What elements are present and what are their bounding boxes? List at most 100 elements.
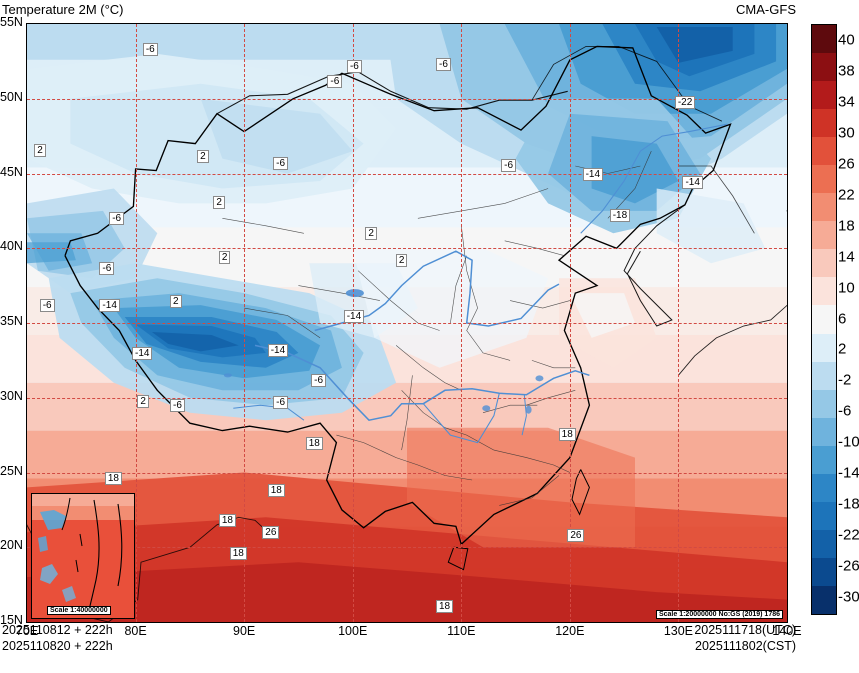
y-tick-label: 45N xyxy=(0,164,23,179)
contour-label: -14 xyxy=(267,343,289,357)
colorbar-segment xyxy=(812,109,836,138)
gridline-lat xyxy=(27,547,787,549)
contour-label: 2 xyxy=(218,251,231,265)
gridline-lon xyxy=(569,24,571,622)
contour-label: 18 xyxy=(436,599,454,613)
contour-label: -6 xyxy=(39,299,55,313)
gridline-lon xyxy=(244,24,246,622)
footer-init-utc: 2025110812 + 222h xyxy=(2,623,113,637)
contour-label: -6 xyxy=(273,396,289,410)
contour-label: 18 xyxy=(218,514,236,528)
colorbar-tick-label: 22 xyxy=(838,186,855,204)
y-tick-label: 55N xyxy=(0,15,23,29)
contour-label: 18 xyxy=(558,427,576,441)
contour-label: 18 xyxy=(229,547,247,561)
colorbar-tick-label: -30 xyxy=(838,588,859,606)
gridline-lat xyxy=(27,173,787,175)
colorbar-segment xyxy=(812,221,836,250)
contour-label: 2 xyxy=(34,143,46,157)
x-tick-label: 120E xyxy=(555,624,585,638)
contour-label: 18 xyxy=(267,484,285,498)
footer-init-cst: 2025110820 + 222h xyxy=(2,639,113,653)
colorbar-tick-label: 18 xyxy=(838,217,855,235)
x-tick-label: 140E xyxy=(772,624,802,638)
colorbar-tick-label: 14 xyxy=(838,248,855,266)
colorbar-tick-label: -10 xyxy=(838,433,859,451)
contour-label: -14 xyxy=(132,346,153,360)
colorbar-segment xyxy=(812,25,836,54)
contour-label: -6 xyxy=(109,212,125,226)
chart-title: Temperature 2M (°C) xyxy=(2,2,124,17)
temperature-field xyxy=(27,24,787,622)
contour-label: -6 xyxy=(273,157,289,171)
contour-label: 2 xyxy=(137,394,149,408)
colorbar-segment xyxy=(812,193,836,222)
colorbar-segment xyxy=(812,389,836,418)
y-tick-label: 15N xyxy=(0,613,23,627)
colorbar-segment xyxy=(812,333,836,362)
colorbar-segment xyxy=(812,137,836,166)
colorbar-tick-label: 30 xyxy=(838,124,855,142)
y-tick-label: 30N xyxy=(0,388,23,403)
colorbar-segment xyxy=(812,361,836,390)
contour-label: -6 xyxy=(436,58,451,72)
footer-valid-utc: 2025111718(UTC) xyxy=(694,623,796,637)
colorbar-tick-label: -2 xyxy=(838,371,852,389)
colorbar-segment xyxy=(812,417,836,446)
colorbar-tick-label: 26 xyxy=(838,155,855,173)
colorbar-segment xyxy=(812,501,836,530)
contour-label: 18 xyxy=(305,436,323,450)
colorbar-segment xyxy=(812,557,836,586)
model-label: CMA-GFS xyxy=(736,2,796,17)
contour-label: -22 xyxy=(674,95,696,109)
contour-label: 26 xyxy=(262,526,280,540)
map-scale-label: Scale 1:20000000 No:GS (2019) 1786 xyxy=(655,610,783,619)
colorbar-segment xyxy=(812,81,836,110)
map-panel[interactable]: -6 -6 -6 -6 -22 2 2 -6 -6 -14 -14 2 -6 -18 2 2 2 -6 -6 -14 2… xyxy=(26,23,788,623)
colorbar-tick-label: 2 xyxy=(838,340,847,358)
colorbar-segment xyxy=(812,249,836,278)
contour-label: 26 xyxy=(567,529,585,543)
footer-valid-cst: 2025111802(CST) xyxy=(695,639,796,653)
colorbar-tick-label: 6 xyxy=(838,310,847,327)
colorbar-segment xyxy=(812,53,836,82)
colorbar-tick-labels: 40 38 34 30 26 22 18 14 10 6 2 -2 -6 -10 -14 -18 -22 -26 -… xyxy=(838,24,859,613)
gridline-lon xyxy=(352,24,354,622)
colorbar-segment xyxy=(812,305,836,334)
contour-label: -6 xyxy=(311,373,327,387)
contour-label: -14 xyxy=(99,299,120,313)
x-tick-label: 110E xyxy=(447,624,476,638)
contour-label: -14 xyxy=(682,176,703,190)
colorbar xyxy=(811,24,837,615)
gridline-lon xyxy=(135,24,137,622)
y-tick-label: 35N xyxy=(0,314,23,328)
contour-label: 2 xyxy=(213,195,225,209)
colorbar-tick-label: -14 xyxy=(838,464,859,482)
colorbar-segment xyxy=(812,585,836,614)
contour-label: -6 xyxy=(501,158,517,172)
colorbar-segment xyxy=(812,529,836,558)
contour-label: 2 xyxy=(170,294,182,308)
x-tick-label: 130E xyxy=(663,624,694,638)
colorbar-segment xyxy=(812,277,836,306)
x-tick-label: 80E xyxy=(124,624,147,638)
colorbar-tick-label: 34 xyxy=(838,93,855,111)
inset-map-south-china-sea: Scale 1:40000000 xyxy=(31,493,135,619)
colorbar-segment xyxy=(812,445,836,474)
gridline-lon xyxy=(461,24,463,622)
contour-label: -14 xyxy=(343,309,365,323)
colorbar-tick-label: 40 xyxy=(838,31,855,49)
colorbar-tick-label: -22 xyxy=(838,526,859,544)
y-tick-label: 25N xyxy=(0,463,23,478)
gridline-lat xyxy=(27,397,787,399)
gridline-lon xyxy=(678,24,680,622)
contour-label: -14 xyxy=(582,167,604,181)
colorbar-tick-label: 38 xyxy=(838,62,855,80)
x-tick-label: 70E xyxy=(15,624,39,638)
contour-label: -18 xyxy=(609,209,631,223)
x-tick-label: 90E xyxy=(233,624,256,638)
contour-label: 18 xyxy=(104,472,122,486)
gridline-lat xyxy=(27,323,787,324)
contour-label: -6 xyxy=(142,43,158,57)
